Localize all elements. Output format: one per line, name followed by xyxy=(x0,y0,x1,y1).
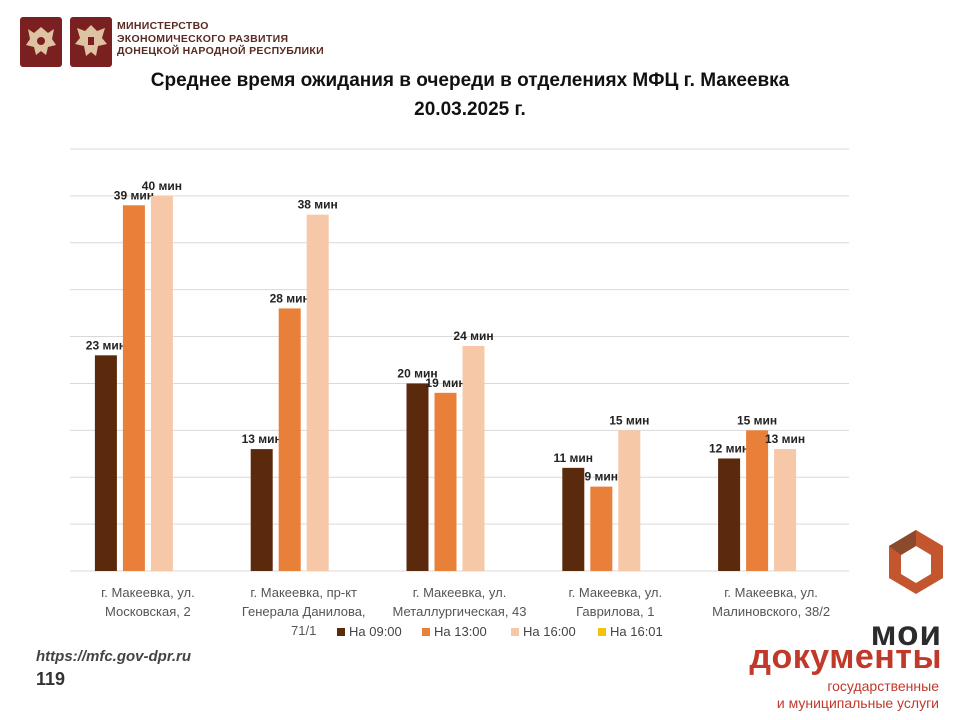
bar xyxy=(462,345,485,571)
data-label: 23 мин xyxy=(86,338,126,352)
bar xyxy=(250,449,273,571)
category-label: г. Макеевка, ул. xyxy=(413,585,507,600)
category-label: г. Макеевка, ул. xyxy=(101,585,195,600)
legend-label: На 09:00 xyxy=(349,624,402,639)
chart-title-line-1: Среднее время ожидания в очереди в отдел… xyxy=(150,70,790,91)
data-label: 9 мин xyxy=(585,470,619,484)
russian-coat-of-arms-icon xyxy=(20,17,62,67)
legend-label: На 13:00 xyxy=(434,624,487,639)
bar xyxy=(618,430,641,571)
data-label: 19 мин xyxy=(425,376,465,390)
category-label: Московская, 2 xyxy=(105,604,191,619)
bar xyxy=(746,430,769,571)
data-label: 20 мин xyxy=(397,366,437,380)
category-label: Генерала Данилова, xyxy=(242,604,366,619)
bar xyxy=(590,486,613,571)
category-label: Металлургическая, 43 xyxy=(393,604,527,619)
category-label: г. Макеевка, ул. xyxy=(724,585,818,600)
ministry-name: МИНИСТЕРСТВО ЭКОНОМИЧЕСКОГО РАЗВИТИЯ ДОН… xyxy=(117,20,324,58)
bar xyxy=(94,355,117,571)
bar xyxy=(406,383,429,571)
dpr-coat-of-arms-icon xyxy=(70,17,112,67)
brand-name-line-2: документы xyxy=(749,638,942,676)
ministry-line: МИНИСТЕРСТВО xyxy=(117,20,209,32)
data-label: 12 мин xyxy=(709,441,749,455)
legend-label: На 16:01 xyxy=(610,624,663,639)
bar xyxy=(718,458,741,571)
data-label: 39 мин xyxy=(114,188,154,202)
bar xyxy=(306,214,329,571)
data-label: 11 мин xyxy=(554,451,594,465)
ministry-line: ЭКОНОМИЧЕСКОГО РАЗВИТИЯ xyxy=(117,32,289,45)
data-label: 38 мин xyxy=(298,198,338,212)
brand-subtitle-line-1: государственные xyxy=(827,678,939,694)
chart-title-line-2: 20.03.2025 г. xyxy=(414,99,526,120)
data-label: 15 мин xyxy=(737,413,777,427)
brand-subtitle-line-2: и муниципальные услуги xyxy=(776,695,939,711)
footer-url: https://mfc.gov-dpr.ru xyxy=(36,648,191,665)
category-label: Гаврилова, 1 xyxy=(576,604,654,619)
data-label: 28 мин xyxy=(270,291,310,305)
data-label: 40 мин xyxy=(142,179,182,193)
data-label: 24 мин xyxy=(453,329,493,343)
brand-name-line-1: мои xyxy=(870,614,942,653)
bar xyxy=(278,308,301,571)
category-label: Малиновского, 38/2 xyxy=(712,604,830,619)
footer-phone-number: 119 xyxy=(36,669,66,689)
category-label: г. Макеевка, пр-кт xyxy=(250,585,357,600)
brand-block: мои документы государственные и муниципа… xyxy=(712,528,952,718)
category-label: г. Макеевка, ул. xyxy=(568,585,662,600)
legend-swatch xyxy=(511,628,519,636)
bar xyxy=(122,205,145,571)
bar xyxy=(434,392,457,571)
bar xyxy=(150,195,173,571)
data-label: 13 мин xyxy=(242,432,282,446)
category-label: 71/1 xyxy=(291,623,316,638)
legend-swatch xyxy=(337,628,345,636)
legend-label: На 16:00 xyxy=(523,624,576,639)
legend-swatch xyxy=(598,628,606,636)
bar xyxy=(562,467,585,571)
moi-dokumenty-logo-icon xyxy=(889,530,943,594)
data-label: 15 мин xyxy=(609,413,649,427)
data-label: 13 мин xyxy=(765,432,805,446)
bar xyxy=(774,449,797,571)
ministry-line: ДОНЕЦКОЙ НАРОДНОЙ РЕСПУБЛИКИ xyxy=(117,45,324,57)
legend-swatch xyxy=(422,628,430,636)
